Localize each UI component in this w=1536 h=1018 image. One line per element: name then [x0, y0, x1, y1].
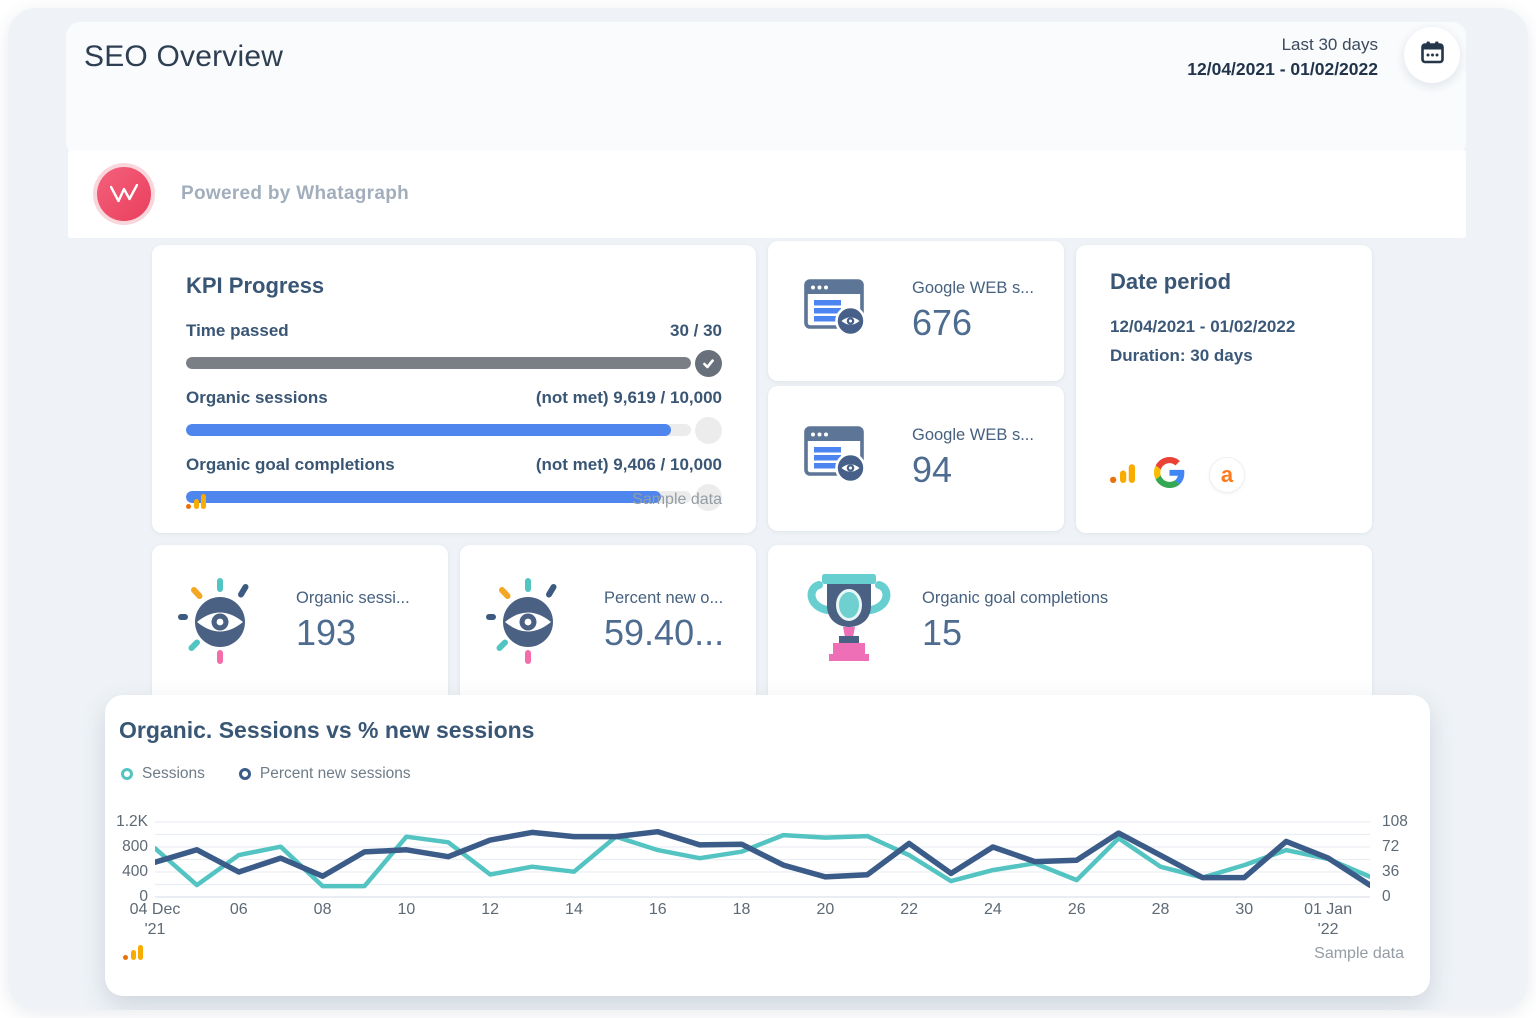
x-axis-tick-label: 14 [565, 901, 583, 918]
kpi-row-label: Organic sessions [186, 388, 328, 407]
ahrefs-icon: a [1209, 457, 1245, 493]
date-period-duration: Duration: 30 days [1110, 346, 1253, 365]
sample-data-note: Sample data [632, 491, 722, 508]
calendar-button[interactable] [1404, 27, 1460, 83]
x-axis-tick-label: 20 [816, 901, 835, 918]
metric-value: 193 [296, 611, 357, 653]
x-axis-tick-label: 18 [732, 901, 751, 918]
x-axis-tick-label: 22 [900, 901, 919, 918]
legend-ring-icon [121, 768, 133, 780]
x-axis-tick-label: 16 [648, 901, 667, 918]
kpi-card-title: KPI Progress [186, 273, 325, 298]
web-sessions-icon [804, 426, 870, 491]
eye-sparkle-icon [174, 573, 266, 670]
google-analytics-icon [186, 494, 206, 509]
google-analytics-icon [1110, 463, 1135, 483]
kpi-row-value: 30 / 30 [670, 321, 722, 340]
legend-label: Percent new sessions [259, 765, 411, 782]
stat-card-google-web-sessions: Google WEB s... 94 [768, 386, 1064, 531]
kpi-row-label: Time passed [186, 321, 289, 340]
google-analytics-icon [123, 945, 143, 960]
chart-title: Organic. Sessions vs % new sessions [119, 717, 535, 743]
whatagraph-logo [93, 163, 155, 225]
pending-circle-icon [695, 417, 722, 444]
kpi-row-label: Organic goal completions [186, 455, 395, 474]
date-period-title: Date period [1110, 269, 1232, 294]
x-axis-tick-label: 26 [1067, 901, 1086, 918]
legend-label: Sessions [142, 765, 205, 782]
chart-legend: Sessions Percent new sessions [121, 765, 411, 783]
axis-tick-label: 108 [1382, 813, 1408, 830]
axis-tick-label: 36 [1382, 863, 1400, 880]
axis-tick-label: 1.2K [116, 813, 148, 830]
trophy-icon [806, 572, 892, 671]
legend-ring-icon [238, 768, 251, 780]
pending-circle-icon [695, 484, 722, 511]
metric-card-organic-sessions: Organic sessi... 193 [152, 545, 448, 715]
date-period-range: 12/04/2021 - 01/02/2022 [1110, 317, 1296, 336]
kpi-progress-bar [186, 349, 722, 377]
line-chart-plot [152, 810, 1373, 910]
dashboard-frame: SEO Overview Last 30 days 12/04/2021 - 0… [8, 8, 1528, 1010]
x-axis-tick-label: 10 [397, 901, 416, 918]
stat-value: 676 [912, 301, 973, 343]
metric-card-percent-new: Percent new o... 59.40... [460, 545, 756, 715]
legend-item-percent-new-sessions[interactable]: Percent new sessions [238, 765, 411, 783]
axis-tick-label: 72 [1382, 838, 1400, 855]
x-axis-tick-label: 08 [313, 901, 332, 918]
powered-by-text: Powered by Whatagraph [181, 183, 410, 204]
date-range-label: Last 30 days [1281, 35, 1378, 54]
stat-value: 94 [912, 449, 953, 490]
web-sessions-icon [804, 278, 870, 344]
sample-data-note: Sample data [1314, 945, 1404, 962]
axis-tick-label: 400 [122, 863, 148, 880]
metric-label: Percent new o... [604, 588, 724, 607]
metric-label: Organic goal completions [922, 588, 1109, 607]
stat-card-google-web-sessions: Google WEB s... 676 [768, 241, 1064, 381]
check-circle-icon [695, 350, 722, 377]
axis-tick-label: 0 [1382, 888, 1391, 905]
x-axis-tick-label: 06 [229, 901, 248, 918]
date-range-value: 12/04/2021 - 01/02/2022 [1187, 59, 1378, 79]
powered-by-bar: Powered by Whatagraph [68, 150, 1466, 238]
stat-label: Google WEB s... [912, 426, 1034, 444]
kpi-row-value: (not met) 9,406 / 10,000 [535, 455, 722, 474]
x-axis-tick-label: 24 [984, 901, 1002, 918]
metric-value: 59.40... [604, 611, 725, 653]
axis-tick-label: 800 [122, 838, 148, 855]
metric-value: 15 [922, 611, 963, 653]
x-axis-tick-label: 28 [1151, 901, 1170, 918]
header-band [66, 22, 1466, 156]
legend-item-sessions[interactable]: Sessions [121, 765, 205, 783]
x-axis-tick-label: 01 Jan '22 [1304, 901, 1353, 938]
calendar-icon [1419, 39, 1446, 71]
google-icon [1154, 457, 1185, 493]
date-range-display: Last 30 days 12/04/2021 - 01/02/2022 [1187, 35, 1378, 80]
kpi-progress-bar [186, 483, 722, 511]
sessions-chart-card: Organic. Sessions vs % new sessions Sess… [105, 695, 1430, 996]
metric-card-goal-completions: Organic goal completions 15 [768, 545, 1372, 715]
kpi-progress-bar [186, 416, 722, 444]
metric-label: Organic sessi... [296, 588, 410, 607]
x-axis-tick-label: 30 [1235, 901, 1254, 918]
axis-tick-label: 0 [139, 888, 148, 905]
kpi-progress-card: KPI Progress Time passed 30 / 30 Organic… [152, 245, 756, 533]
x-axis-tick-label: 04 Dec '21 [129, 901, 181, 938]
stat-label: Google WEB s... [912, 278, 1034, 297]
date-period-card: Date period 12/04/2021 - 01/02/2022 Dura… [1076, 245, 1372, 533]
page-title: SEO Overview [84, 40, 284, 73]
eye-sparkle-icon [482, 573, 574, 670]
x-axis-tick-label: 12 [481, 901, 500, 918]
kpi-row-value: (not met) 9,619 / 10,000 [535, 388, 722, 407]
